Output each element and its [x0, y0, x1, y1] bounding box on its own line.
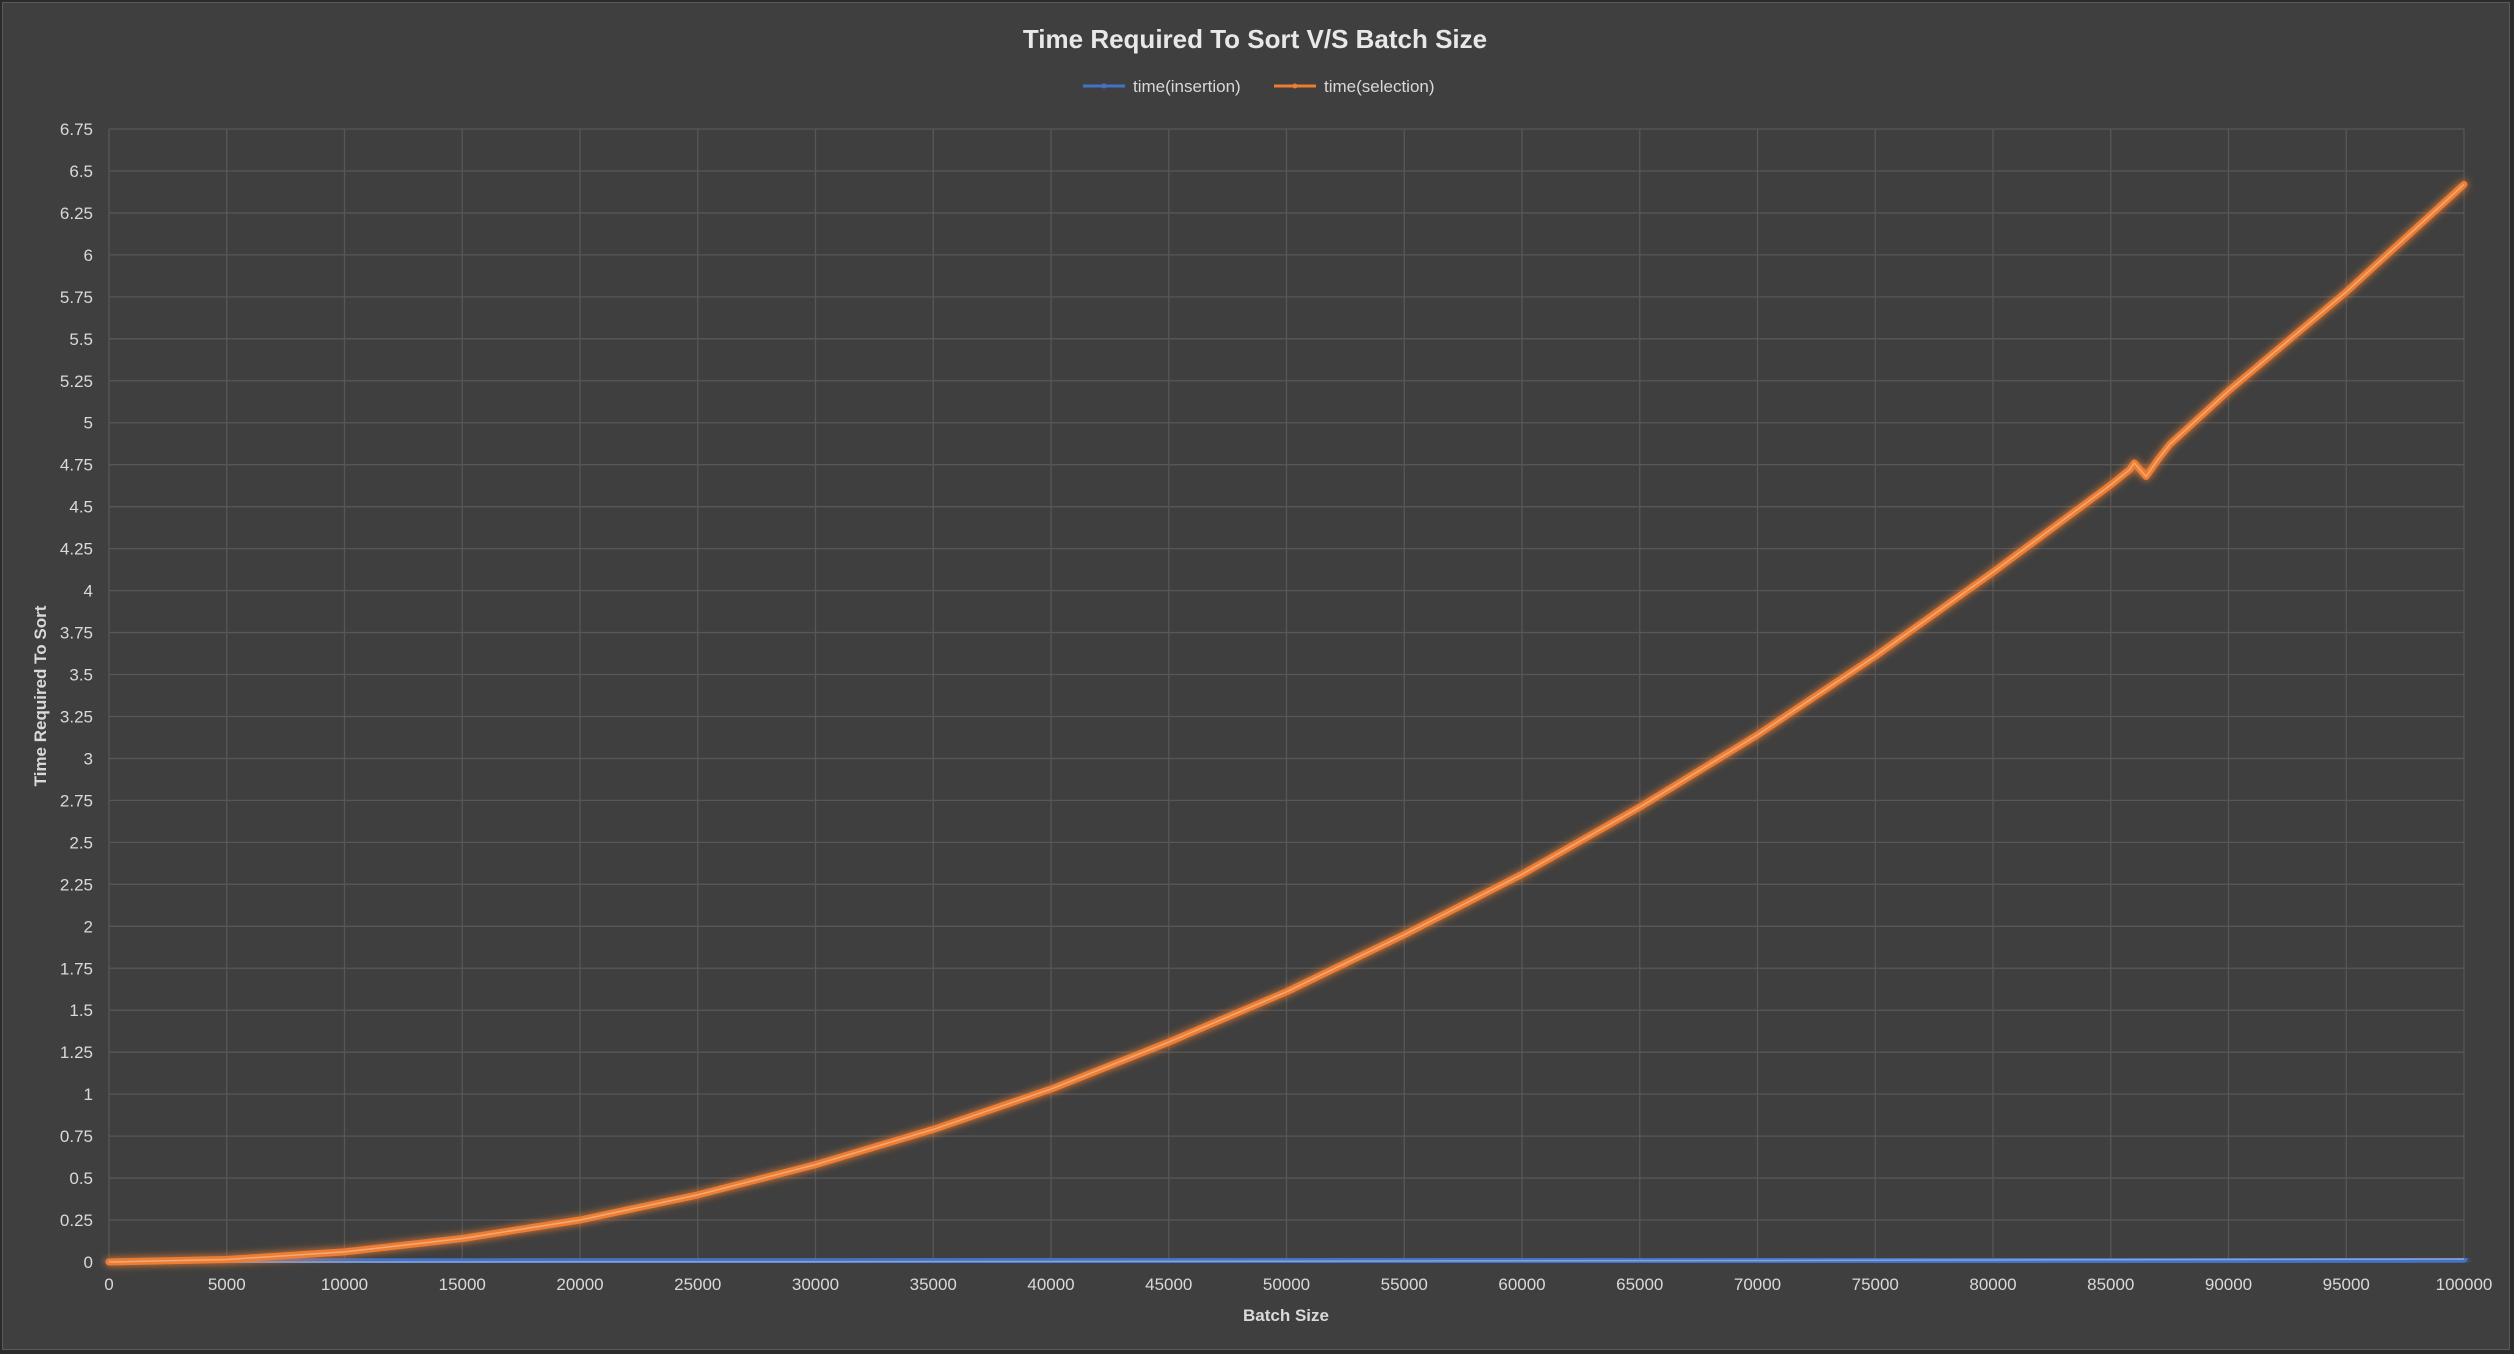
series-line-insertion-highlight [109, 1258, 2465, 1263]
x-tick-label: 65000 [1616, 1275, 1663, 1294]
x-tick-label: 35000 [910, 1275, 957, 1294]
x-tick-label: 95000 [2323, 1275, 2370, 1294]
y-tick-label: 1.25 [60, 1043, 93, 1062]
y-tick-label: 5.25 [60, 372, 93, 391]
x-tick-label: 60000 [1498, 1275, 1545, 1294]
chart-title: Time Required To Sort V/S Batch Size [1023, 24, 1487, 54]
y-axis-tick-labels: 0 0.25 0.5 0.75 1 1.25 1.5 1.75 2 2.25 2.5 2.75 3 3.2… [60, 120, 93, 1272]
x-axis-title: Batch Size [1243, 1306, 1329, 1325]
y-tick-label: 4 [84, 582, 93, 601]
series-layer [105, 180, 2468, 1266]
x-tick-label: 10000 [321, 1275, 368, 1294]
x-tick-label: 15000 [439, 1275, 486, 1294]
x-tick-label: 30000 [792, 1275, 839, 1294]
y-tick-label: 5.75 [60, 288, 93, 307]
x-tick-label: 40000 [1027, 1275, 1074, 1294]
y-tick-label: 1.75 [60, 959, 93, 978]
chart-svg: Time Required To Sort V/S Batch Size tim… [31, 24, 2492, 1325]
legend-label-insertion: time(insertion) [1133, 77, 1241, 96]
y-tick-label: 3.75 [60, 624, 93, 643]
x-tick-label: 90000 [2205, 1275, 2252, 1294]
y-tick-label: 4.75 [60, 456, 93, 475]
y-tick-label: 6 [84, 246, 93, 265]
x-tick-label: 75000 [1852, 1275, 1899, 1294]
y-tick-label: 4.25 [60, 540, 93, 559]
y-tick-label: 5 [84, 414, 93, 433]
x-tick-label: 20000 [556, 1275, 603, 1294]
y-tick-label: 0.5 [69, 1169, 93, 1188]
y-tick-label: 3 [84, 749, 93, 768]
x-tick-label: 25000 [674, 1275, 721, 1294]
gridlines [108, 128, 2465, 1263]
y-tick-label: 3.5 [69, 666, 93, 685]
y-tick-label: 2 [84, 917, 93, 936]
series-line-insertion [105, 1255, 2468, 1266]
x-tick-label: 70000 [1734, 1275, 1781, 1294]
y-tick-label: 6.75 [60, 120, 93, 139]
y-tick-label: 6.25 [60, 204, 93, 223]
y-tick-label: 1 [84, 1085, 93, 1104]
y-tick-label: 0 [84, 1253, 93, 1272]
y-tick-label: 4.5 [69, 498, 93, 517]
y-tick-label: 5.5 [69, 330, 93, 349]
y-tick-label: 2.25 [60, 875, 93, 894]
legend-item-insertion[interactable]: time(insertion) [1083, 77, 1241, 96]
x-tick-label: 45000 [1145, 1275, 1192, 1294]
y-tick-label: 2.75 [60, 791, 93, 810]
series-line-selection [105, 180, 2468, 1266]
y-tick-label: 2.5 [69, 833, 93, 852]
legend-marker-selection [1292, 83, 1298, 89]
x-tick-label: 80000 [1969, 1275, 2016, 1294]
legend: time(insertion) time(selection) [1083, 77, 1435, 96]
x-tick-label: 5000 [208, 1275, 246, 1294]
series-line-selection-highlight [108, 183, 2465, 1263]
legend-label-selection: time(selection) [1324, 77, 1435, 96]
y-tick-label: 1.5 [69, 1001, 93, 1020]
x-tick-label: 85000 [2087, 1275, 2134, 1294]
x-tick-label: 55000 [1381, 1275, 1428, 1294]
x-tick-label: 100000 [2436, 1275, 2493, 1294]
x-tick-label: 50000 [1263, 1275, 1310, 1294]
y-axis-title: Time Required To Sort [31, 605, 50, 786]
x-tick-label: 0 [104, 1275, 113, 1294]
x-axis-tick-labels: 0 5000 10000 15000 20000 25000 30000 35000 40000… [104, 1275, 2492, 1294]
legend-marker-insertion [1101, 83, 1107, 89]
y-tick-label: 6.5 [69, 162, 93, 181]
y-tick-label: 0.25 [60, 1211, 93, 1230]
legend-item-selection[interactable]: time(selection) [1274, 77, 1435, 96]
y-tick-label: 3.25 [60, 707, 93, 726]
y-tick-label: 0.75 [60, 1127, 93, 1146]
